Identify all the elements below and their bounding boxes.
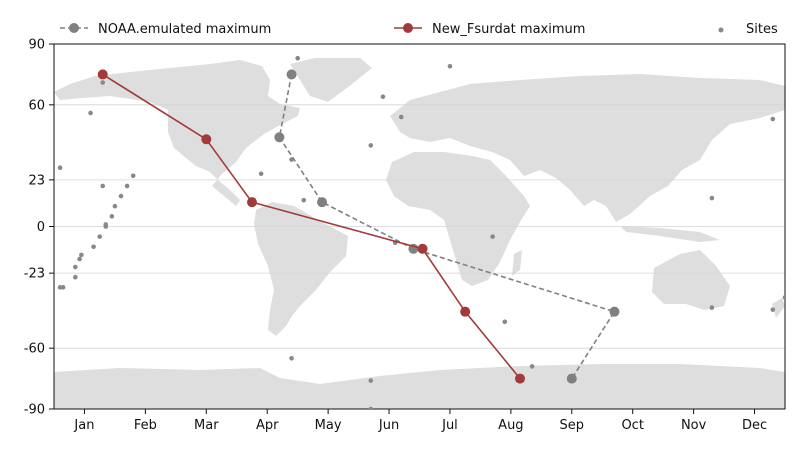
site-point	[782, 295, 785, 300]
site-point	[770, 307, 776, 312]
site-point	[709, 195, 715, 201]
series-layer	[97, 69, 620, 384]
site-point	[368, 378, 374, 383]
world-map-background	[54, 58, 785, 409]
site-point	[79, 252, 84, 258]
x-tick-label-may: May	[315, 418, 342, 433]
series-point-noaa-emulated-maximum	[286, 69, 297, 80]
y-tick-label: -60	[24, 342, 45, 357]
x-tick-label-dec: Dec	[742, 418, 767, 433]
site-point	[88, 110, 93, 116]
site-point	[73, 274, 78, 280]
site-point	[77, 256, 82, 262]
site-point	[529, 364, 535, 369]
y-tick-label: -23	[24, 267, 45, 282]
site-point	[103, 224, 109, 229]
site-point	[447, 64, 453, 69]
y-tick-label: -90	[24, 403, 45, 418]
site-point	[124, 183, 130, 189]
series-point-new-fsurdat-maximum	[201, 134, 212, 145]
site-point	[258, 171, 264, 177]
y-tick-label: 90	[28, 38, 45, 53]
series-point-new-fsurdat-maximum	[97, 69, 108, 80]
x-tick-label-oct: Oct	[621, 418, 643, 433]
legend-marker-sites	[718, 27, 724, 33]
legend-marker-noaa	[69, 23, 79, 33]
legend-label-noaa: NOAA.emulated maximum	[98, 22, 271, 37]
site-point	[368, 406, 374, 409]
site-point	[398, 114, 404, 120]
x-tick-label-sep: Sep	[560, 418, 585, 433]
series-point-noaa-emulated-maximum	[566, 373, 577, 384]
site-point	[118, 193, 124, 199]
legend-marker-new-fsurdat	[403, 23, 413, 33]
site-point	[490, 234, 495, 239]
x-tick-label-jan: Jan	[73, 418, 94, 433]
legend: NOAA.emulated maximum New_Fsurdat maximu…	[60, 22, 778, 37]
x-tick-label-jun: Jun	[378, 418, 399, 433]
site-point	[289, 356, 294, 361]
series-point-new-fsurdat-maximum	[515, 373, 526, 384]
site-point	[97, 234, 102, 239]
x-tick-label-nov: Nov	[681, 418, 707, 433]
x-tick-label-apr: Apr	[256, 418, 279, 433]
series-point-new-fsurdat-maximum	[460, 306, 471, 317]
site-point	[109, 214, 115, 219]
site-point	[301, 197, 307, 203]
site-point	[380, 94, 386, 100]
site-point	[130, 173, 136, 179]
site-point	[73, 264, 78, 270]
site-point	[770, 116, 776, 122]
site-point	[57, 285, 63, 290]
series-point-new-fsurdat-maximum	[417, 243, 428, 254]
series-point-new-fsurdat-maximum	[246, 197, 257, 208]
series-line-new-fsurdat-maximum	[102, 73, 521, 380]
series-line-noaa-emulated-maximum	[278, 74, 616, 380]
series-point-noaa-emulated-maximum	[317, 197, 328, 208]
legend-label-new-fsurdat: New_Fsurdat maximum	[432, 22, 585, 37]
site-point	[112, 203, 118, 209]
x-tick-label-jul: Jul	[441, 418, 458, 433]
site-point	[100, 80, 106, 85]
series-point-noaa-emulated-maximum	[609, 306, 620, 317]
site-point	[368, 143, 374, 148]
site-point	[709, 305, 715, 310]
site-point	[295, 55, 300, 61]
x-tick-label-aug: Aug	[498, 418, 523, 433]
axes: 90 60 23 0 -23 -60 -90 Jan Feb Mar Apr May Jun Jul Aug…	[24, 38, 767, 434]
y-tick-label: 0	[37, 220, 45, 235]
grid-lines	[54, 104, 785, 349]
site-point	[502, 319, 508, 325]
x-tick-label-mar: Mar	[194, 418, 219, 433]
site-point	[91, 244, 96, 250]
legend-label-sites: Sites	[746, 22, 778, 37]
site-point	[57, 165, 63, 170]
series-point-noaa-emulated-maximum	[274, 132, 285, 143]
y-tick-label: 60	[28, 98, 45, 113]
site-point	[100, 183, 106, 189]
y-tick-label: 23	[28, 173, 45, 188]
x-tick-label-feb: Feb	[134, 418, 157, 433]
